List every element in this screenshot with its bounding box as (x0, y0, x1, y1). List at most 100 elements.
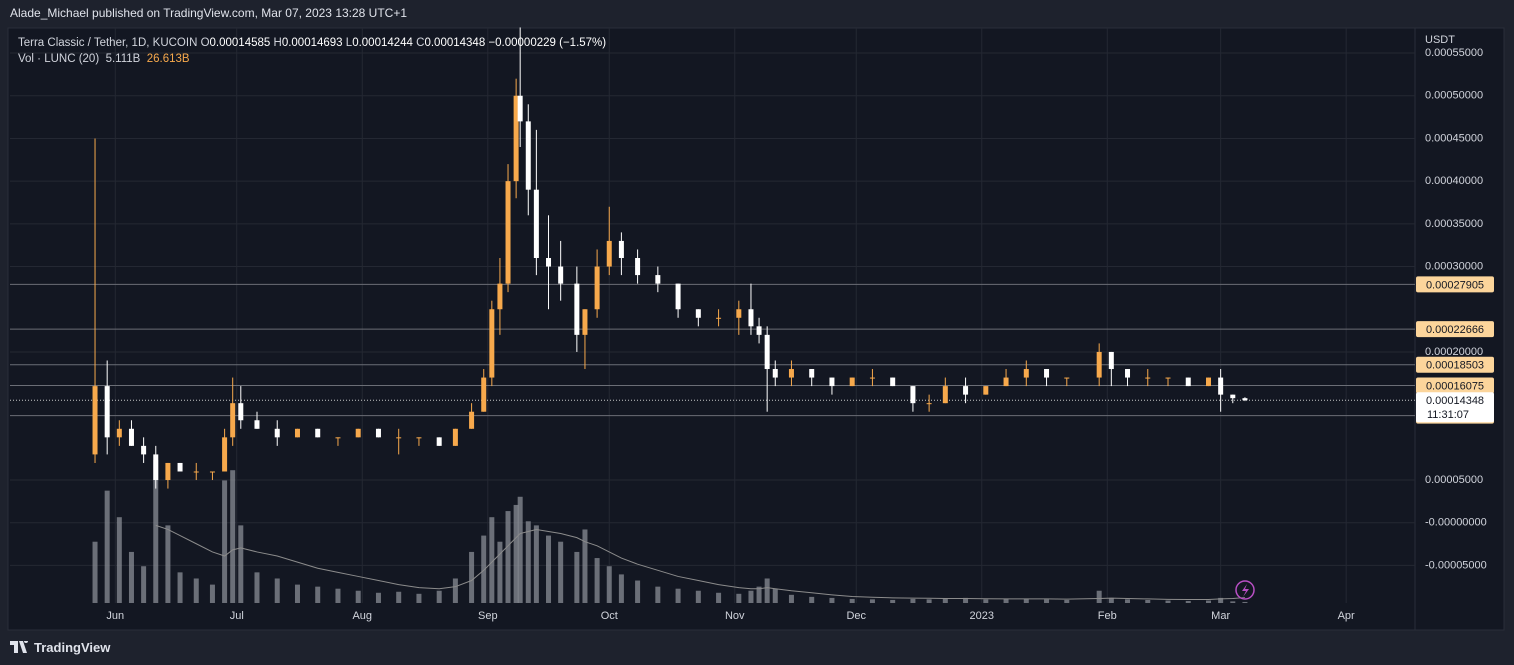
legend: Terra Classic / Tether, 1D, KUCOIN O0.00… (18, 35, 606, 67)
ohlc-label: H (273, 37, 282, 49)
volume-bar (128, 551, 134, 603)
candle-body (193, 471, 199, 473)
volume-bar (869, 599, 875, 603)
volume-bar (469, 551, 475, 603)
volume-bar (675, 588, 681, 603)
volume-bar (618, 574, 624, 603)
level-label: 0.00022666 (1426, 324, 1484, 336)
volume-last: 5.111B (105, 53, 141, 65)
candle-body (469, 411, 475, 429)
candle-body (1064, 377, 1070, 379)
volume-bar (1125, 599, 1131, 603)
y-tick-label: 0.00040000 (1425, 175, 1483, 187)
candle-body (416, 437, 422, 439)
candle-body (396, 437, 402, 439)
candle-body (525, 121, 531, 190)
candle-body (274, 428, 280, 438)
candle-body (222, 437, 228, 472)
candle-body (748, 309, 754, 327)
candle-body (695, 309, 701, 318)
volume-bar (513, 504, 519, 603)
volume-bar (748, 590, 754, 603)
volume-bar (230, 470, 236, 603)
x-tick-label: Jul (230, 610, 244, 622)
candle-body (1023, 369, 1029, 378)
candle-body (809, 369, 815, 378)
level-label: 0.00018503 (1426, 360, 1484, 372)
candle-body (788, 369, 794, 378)
candle-body (294, 428, 300, 438)
volume-bar (963, 597, 969, 603)
candle-body (1125, 369, 1131, 378)
x-tick-label: Oct (601, 610, 618, 622)
candle-body (546, 258, 552, 267)
candle-body (230, 403, 236, 438)
volume-bar (1108, 597, 1114, 603)
candle-body (869, 377, 875, 379)
candle-body (116, 428, 122, 438)
volume-bar (764, 578, 770, 603)
ohlc-label: C (416, 37, 425, 49)
candle-body (635, 258, 641, 276)
y-tick-label: 0.00045000 (1425, 132, 1483, 144)
y-tick-label: 0.00050000 (1425, 90, 1483, 102)
volume-title: Vol · LUNC (20) (18, 53, 100, 65)
lightning-icon[interactable] (1235, 580, 1255, 600)
candle-body (716, 317, 722, 319)
countdown: 11:31:07 (1427, 409, 1469, 421)
volume-bar (517, 496, 523, 603)
ohlc-label: L (345, 37, 353, 49)
level-label: 0.00027905 (1426, 279, 1484, 291)
volume-bar (209, 584, 215, 603)
volume-bar (1230, 601, 1236, 603)
candle-body (141, 445, 147, 455)
candle-body (574, 283, 580, 335)
candle-body (558, 266, 564, 284)
volume-bar (942, 598, 948, 603)
volume-bar (1003, 598, 1009, 603)
volume-bar (1206, 600, 1212, 603)
candle-body (963, 386, 969, 395)
y-unit: USDT (1425, 34, 1455, 46)
x-tick-label: Jun (106, 610, 124, 622)
volume-bar (788, 594, 794, 603)
volume-bar (574, 551, 580, 603)
volume-bar (153, 460, 159, 603)
last-price-box (1416, 392, 1494, 423)
volume-bar (1242, 601, 1248, 603)
candle-body (890, 377, 896, 387)
volume-bar (315, 586, 321, 603)
candle-body (1044, 369, 1050, 378)
volume-ma-last: 26.613B (146, 53, 190, 65)
volume-bar (695, 590, 701, 603)
change-percent: (−1.57%) (559, 37, 607, 49)
candle-body (594, 266, 600, 310)
candle-body (1145, 377, 1151, 379)
y-tick-label: 0.00055000 (1425, 47, 1483, 59)
candle-body (497, 283, 503, 310)
x-tick-label: Apr (1338, 610, 1355, 622)
volume-bar (177, 572, 183, 603)
volume-bar (193, 578, 199, 603)
volume-bar (772, 588, 778, 603)
volume-bar (238, 525, 244, 603)
candle-body (209, 471, 215, 473)
y-tick-label: -0.00005000 (1425, 559, 1487, 571)
x-tick-label: 2023 (970, 610, 994, 622)
candle-body (355, 428, 361, 438)
volume-bar (558, 541, 564, 603)
lightning-glyph (1242, 584, 1249, 597)
volume-bar (546, 535, 552, 603)
candle-body (1230, 394, 1236, 399)
ohlc-value: 0.00014244 (352, 37, 413, 49)
publisher: Alade_Michael published on TradingView.c… (10, 6, 408, 20)
candle-body (1242, 398, 1248, 401)
volume-bar (606, 566, 612, 603)
x-tick-label: Dec (846, 610, 866, 622)
volume-bar (274, 578, 280, 603)
candle-body (655, 275, 661, 284)
candle-body (481, 377, 487, 412)
candle-body (238, 403, 244, 421)
volume-bar (756, 586, 762, 603)
candle-body (517, 95, 523, 122)
